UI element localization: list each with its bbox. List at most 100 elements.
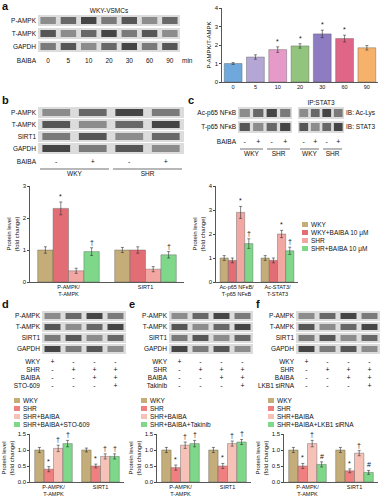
svg-text:SHR: SHR xyxy=(153,366,167,373)
svg-text:2: 2 xyxy=(215,42,219,48)
svg-text:1.0: 1.0 xyxy=(145,447,154,453)
svg-text:1: 1 xyxy=(209,255,213,261)
svg-text:WKY: WKY xyxy=(244,150,259,157)
svg-text:*: * xyxy=(221,454,224,461)
svg-text:-: - xyxy=(326,358,329,365)
svg-text:WKY: WKY xyxy=(25,358,40,365)
svg-text:†: † xyxy=(193,431,197,438)
svg-text:+: + xyxy=(283,138,287,145)
svg-text:+: + xyxy=(367,382,371,389)
svg-text:SHR: SHR xyxy=(280,366,294,373)
svg-text:SHR+BAIBA: SHR+BAIBA xyxy=(277,413,314,420)
svg-text:-: - xyxy=(199,358,202,365)
svg-text:10: 10 xyxy=(85,57,93,64)
svg-text:-: - xyxy=(305,374,308,381)
svg-text:0: 0 xyxy=(232,84,235,90)
svg-text:*: * xyxy=(321,21,324,28)
svg-text:-: - xyxy=(128,158,131,165)
svg-text:WKY: WKY xyxy=(150,397,165,404)
svg-text:60: 60 xyxy=(342,84,348,90)
svg-text:*: * xyxy=(343,26,346,33)
svg-text:WKY+BAIBA 10 μM: WKY+BAIBA 10 μM xyxy=(311,229,368,237)
svg-text:*: * xyxy=(94,455,97,462)
svg-text:P-AMPK: P-AMPK xyxy=(11,17,37,24)
svg-text:+: + xyxy=(240,382,244,389)
svg-text:†: † xyxy=(56,436,60,443)
svg-text:+: + xyxy=(336,138,340,145)
svg-text:GAPDH: GAPDH xyxy=(271,345,294,352)
svg-text:+: + xyxy=(50,358,54,365)
svg-text:0: 0 xyxy=(215,79,219,85)
svg-text:SHR+BAIBA+STO-609: SHR+BAIBA+STO-609 xyxy=(23,421,90,428)
svg-text:+: + xyxy=(91,158,95,165)
svg-text:+: + xyxy=(346,366,350,373)
svg-text:0.5: 0.5 xyxy=(18,463,27,469)
svg-text:4: 4 xyxy=(209,183,213,189)
svg-text:Ac-STAT3/T-STAT3: Ac-STAT3/T-STAT3 xyxy=(264,284,291,297)
svg-text:BAIBA: BAIBA xyxy=(217,138,237,145)
svg-text:-: - xyxy=(347,358,350,365)
svg-text:b: b xyxy=(2,94,9,106)
svg-text:-: - xyxy=(303,138,306,145)
svg-text:*: * xyxy=(47,458,50,465)
svg-text:0: 0 xyxy=(23,279,27,285)
svg-text:WKY: WKY xyxy=(152,358,167,365)
svg-text:+: + xyxy=(325,366,329,373)
svg-text:+: + xyxy=(113,366,117,373)
svg-text:0.0: 0.0 xyxy=(272,479,281,485)
svg-text:1: 1 xyxy=(215,61,219,67)
svg-text:IB: STAT3: IB: STAT3 xyxy=(346,123,375,130)
svg-text:SHR: SHR xyxy=(150,405,164,412)
svg-text:1.0: 1.0 xyxy=(272,447,281,453)
svg-text:GAPDH: GAPDH xyxy=(17,345,40,352)
svg-text:BAIBA: BAIBA xyxy=(17,158,37,165)
svg-text:SHR: SHR xyxy=(326,150,340,157)
svg-text:P-AMPK/T-AMPK: P-AMPK/T-AMPK xyxy=(169,484,192,497)
svg-text:-: - xyxy=(114,358,117,365)
svg-text:LKB1 siRNA: LKB1 siRNA xyxy=(258,382,295,389)
svg-text:+: + xyxy=(304,358,308,365)
svg-text:*: * xyxy=(59,193,62,200)
svg-text:Protein level(fold change): Protein level(fold change) xyxy=(128,440,142,475)
svg-text:+: + xyxy=(92,374,96,381)
svg-text:+: + xyxy=(219,374,223,381)
svg-text:GAPDH: GAPDH xyxy=(13,43,36,50)
svg-text:0: 0 xyxy=(46,57,50,64)
svg-text:SIRT1: SIRT1 xyxy=(93,484,109,490)
svg-text:90: 90 xyxy=(166,57,174,64)
svg-text:SIRT1: SIRT1 xyxy=(18,133,37,140)
svg-text:SHR+BAIBA+Takinib: SHR+BAIBA+Takinib xyxy=(150,421,211,428)
svg-text:0: 0 xyxy=(209,279,213,285)
svg-text:-: - xyxy=(178,374,181,381)
svg-text:-: - xyxy=(72,374,75,381)
svg-text:2: 2 xyxy=(209,231,213,237)
svg-text:min: min xyxy=(182,57,193,64)
svg-text:#: # xyxy=(367,461,371,468)
svg-text:1.5: 1.5 xyxy=(18,431,27,437)
svg-text:†: † xyxy=(310,431,314,438)
svg-text:Protein level(fold change): Protein level(fold change) xyxy=(1,440,15,475)
svg-text:3: 3 xyxy=(215,24,219,30)
svg-text:-: - xyxy=(51,374,54,381)
svg-text:WKY: WKY xyxy=(302,150,317,157)
svg-text:+: + xyxy=(346,374,350,381)
svg-text:†: † xyxy=(90,239,94,246)
svg-text:0.0: 0.0 xyxy=(18,479,27,485)
svg-text:STO-609: STO-609 xyxy=(14,382,41,389)
svg-text:-: - xyxy=(326,374,329,381)
svg-text:d: d xyxy=(2,298,9,310)
svg-text:5: 5 xyxy=(67,57,71,64)
svg-text:SHR: SHR xyxy=(311,237,325,244)
svg-text:-: - xyxy=(305,366,308,373)
svg-text:-: - xyxy=(51,366,54,373)
svg-text:†: † xyxy=(357,442,361,449)
svg-text:WKY: WKY xyxy=(67,170,82,177)
svg-text:-: - xyxy=(220,382,223,389)
svg-text:-: - xyxy=(199,374,202,381)
svg-text:+: + xyxy=(113,374,117,381)
svg-text:SHR+BAIBA 10 μM: SHR+BAIBA 10 μM xyxy=(311,245,367,253)
svg-text:+: + xyxy=(113,382,117,389)
svg-text:-: - xyxy=(51,382,54,389)
svg-text:+: + xyxy=(240,366,244,373)
svg-text:e: e xyxy=(129,298,135,310)
